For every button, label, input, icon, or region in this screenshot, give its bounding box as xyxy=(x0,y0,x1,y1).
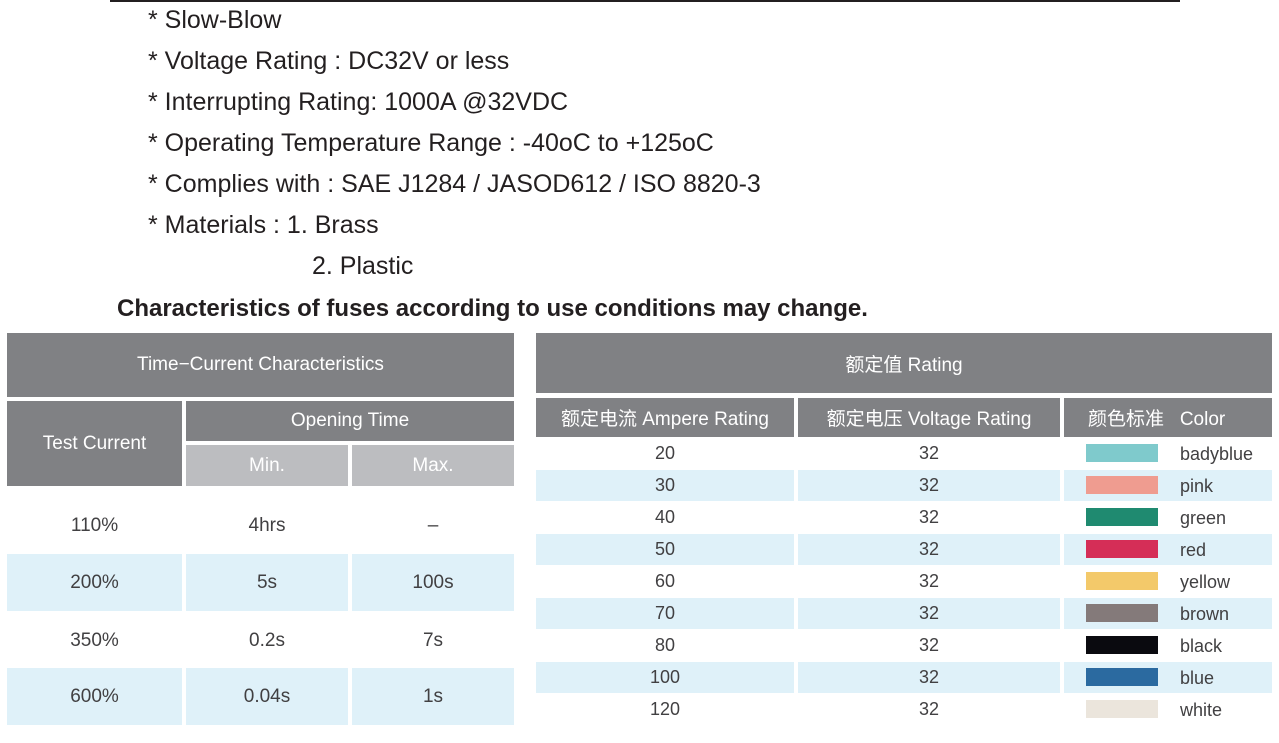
color-swatch xyxy=(1086,700,1158,718)
spec-materials: * Materials : 1. Brass xyxy=(148,211,379,239)
rating-cell-color: white xyxy=(1064,694,1272,725)
rating-cell-color: green xyxy=(1064,502,1272,533)
ampere-rating-header: 额定电流 Ampere Rating xyxy=(536,398,794,437)
top-rule xyxy=(110,0,1180,2)
table-cell-max: 100s xyxy=(352,554,514,611)
color-name: green xyxy=(1180,508,1227,528)
rating-cell-voltage: 32 xyxy=(798,470,1060,501)
rating-cell-color: pink xyxy=(1064,470,1272,501)
spec-interrupting-rating: * Interrupting Rating: 1000A @32VDC xyxy=(148,88,569,116)
color-name: pink xyxy=(1180,476,1214,496)
color-name: white xyxy=(1180,700,1223,720)
rating-cell-voltage: 32 xyxy=(918,635,940,655)
rating-cell-ampere: 40 xyxy=(654,507,676,527)
test-current-header: Test Current xyxy=(7,401,182,486)
table-cell-max: – xyxy=(427,514,439,536)
table-cell-max: 1s xyxy=(352,668,514,725)
rating-cell-color: badyblue xyxy=(1064,438,1272,469)
rating-cell-ampere: 60 xyxy=(654,571,676,591)
rating-cell-ampere: 120 xyxy=(649,699,681,719)
characteristics-note: Characteristics of fuses according to us… xyxy=(117,295,868,322)
spec-list: * Slow-Blow * Voltage Rating : DC32V or … xyxy=(148,4,761,291)
rating-cell-ampere: 50 xyxy=(536,534,794,565)
rating-cell-voltage: 32 xyxy=(918,507,940,527)
color-name: yellow xyxy=(1180,572,1231,592)
rating-cell-color: black xyxy=(1064,630,1272,661)
voltage-rating-header: 额定电压 Voltage Rating xyxy=(798,398,1060,437)
rating-cell-voltage: 32 xyxy=(798,598,1060,629)
color-swatch xyxy=(1086,540,1158,558)
rating-cell-color: blue xyxy=(1064,662,1272,693)
table-cell-max: 7s xyxy=(422,629,444,651)
color-name: badyblue xyxy=(1180,444,1254,464)
min-header: Min. xyxy=(186,445,348,486)
rating-cell-voltage: 32 xyxy=(918,571,940,591)
rating-cell-voltage: 32 xyxy=(918,699,940,719)
rating-cell-ampere: 30 xyxy=(536,470,794,501)
rating-cell-ampere: 80 xyxy=(654,635,676,655)
color-name: red xyxy=(1180,540,1207,560)
rating-cell-voltage: 32 xyxy=(798,662,1060,693)
time-current-title: Time−Current Characteristics xyxy=(7,333,514,397)
color-name: brown xyxy=(1180,604,1230,624)
table-cell-current: 110% xyxy=(70,514,119,536)
color-swatch xyxy=(1086,508,1158,526)
color-swatch xyxy=(1086,572,1158,590)
spec-complies-with: * Complies with : SAE J1284 / JASOD612 /… xyxy=(148,170,761,198)
color-swatch xyxy=(1086,444,1158,462)
rating-cell-color: red xyxy=(1064,534,1272,565)
color-name: blue xyxy=(1180,668,1215,688)
max-header: Max. xyxy=(352,445,514,486)
color-header: 颜色标准 Color xyxy=(1064,398,1272,437)
spec-voltage-rating: * Voltage Rating : DC32V or less xyxy=(148,47,510,75)
spec-slow-blow: * Slow-Blow xyxy=(148,6,282,34)
color-swatch xyxy=(1086,668,1158,686)
rating-cell-ampere: 70 xyxy=(536,598,794,629)
spec-operating-temperature: * Operating Temperature Range : -40oC to… xyxy=(148,129,714,157)
rating-title: 额定值 Rating xyxy=(536,333,1272,393)
rating-cell-ampere: 20 xyxy=(654,443,676,463)
rating-cell-color: brown xyxy=(1064,598,1272,629)
color-swatch xyxy=(1086,476,1158,494)
table-cell-min: 0.2s xyxy=(249,629,285,651)
time-current-table: Time−Current Characteristics Test Curren… xyxy=(7,333,514,728)
rating-cell-voltage: 32 xyxy=(918,443,940,463)
rating-cell-voltage: 32 xyxy=(798,534,1060,565)
table-cell-min: 5s xyxy=(186,554,348,611)
rating-cell-color: yellow xyxy=(1064,566,1272,597)
color-swatch xyxy=(1086,604,1158,622)
color-swatch xyxy=(1086,636,1158,654)
color-name: black xyxy=(1180,636,1223,656)
opening-time-header: Opening Time xyxy=(186,401,514,441)
table-cell-current: 600% xyxy=(7,668,182,725)
rating-table: 额定值 Rating 额定电流 Ampere Rating 额定电压 Volta… xyxy=(536,333,1272,728)
table-cell-current: 350% xyxy=(70,629,119,651)
table-cell-min: 0.04s xyxy=(186,668,348,725)
table-cell-current: 200% xyxy=(7,554,182,611)
table-cell-min: 4hrs xyxy=(248,514,286,536)
rating-cell-ampere: 100 xyxy=(536,662,794,693)
spec-materials-plastic: 2. Plastic xyxy=(312,252,414,280)
